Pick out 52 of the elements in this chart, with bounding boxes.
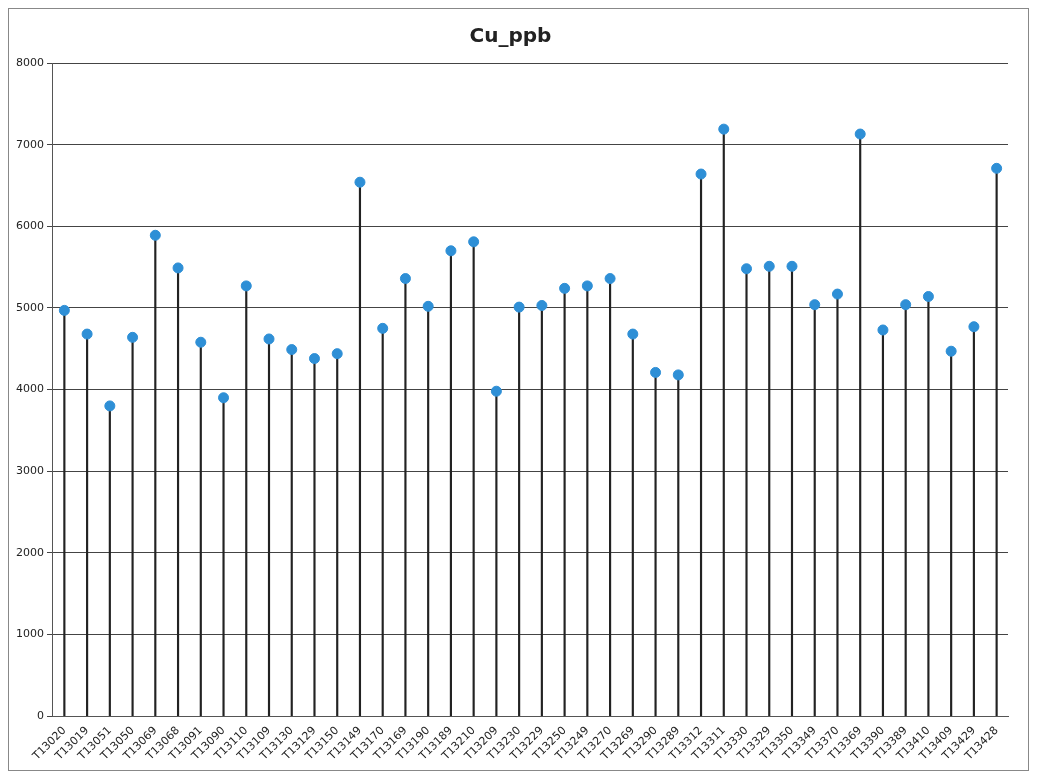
point [172, 262, 184, 274]
point [445, 245, 457, 257]
y-tick-label: 7000 [15, 137, 44, 151]
point [81, 328, 93, 340]
y-tick-label: 2000 [15, 545, 44, 559]
point [559, 282, 571, 294]
point [399, 273, 411, 285]
point [263, 333, 275, 345]
point [422, 300, 434, 312]
y-tick-label: 4000 [15, 382, 44, 396]
point [308, 353, 320, 365]
point [741, 263, 753, 275]
point [513, 301, 525, 313]
point [718, 123, 730, 135]
point [900, 299, 912, 311]
point [831, 288, 843, 300]
y-tick-label: 8000 [15, 55, 44, 69]
point [286, 344, 298, 356]
point [877, 324, 889, 336]
point [604, 273, 616, 285]
point [127, 331, 139, 343]
y-tick-label: 5000 [15, 300, 44, 314]
point [354, 176, 366, 188]
point [695, 168, 707, 180]
point [240, 280, 252, 292]
point [809, 299, 821, 311]
point [149, 229, 161, 241]
point [854, 128, 866, 140]
point [763, 260, 775, 272]
point [922, 291, 934, 303]
point [650, 366, 662, 378]
chart-title: Cu_ppb [469, 23, 552, 48]
point [536, 299, 548, 311]
point [218, 392, 230, 404]
point [468, 236, 480, 248]
point [581, 280, 593, 292]
point [786, 260, 798, 272]
y-tick-label: 0 [36, 709, 44, 723]
point [672, 369, 684, 381]
point [627, 328, 639, 340]
point [377, 322, 389, 334]
y-tick-label: 3000 [15, 464, 44, 478]
point [490, 385, 502, 397]
point [331, 348, 343, 360]
y-tick-label: 6000 [15, 219, 44, 233]
y-tick-label: 1000 [15, 627, 44, 641]
point [945, 345, 957, 357]
point [104, 400, 116, 412]
point [968, 321, 980, 333]
point [58, 304, 70, 316]
point [195, 336, 207, 348]
point [991, 162, 1003, 174]
